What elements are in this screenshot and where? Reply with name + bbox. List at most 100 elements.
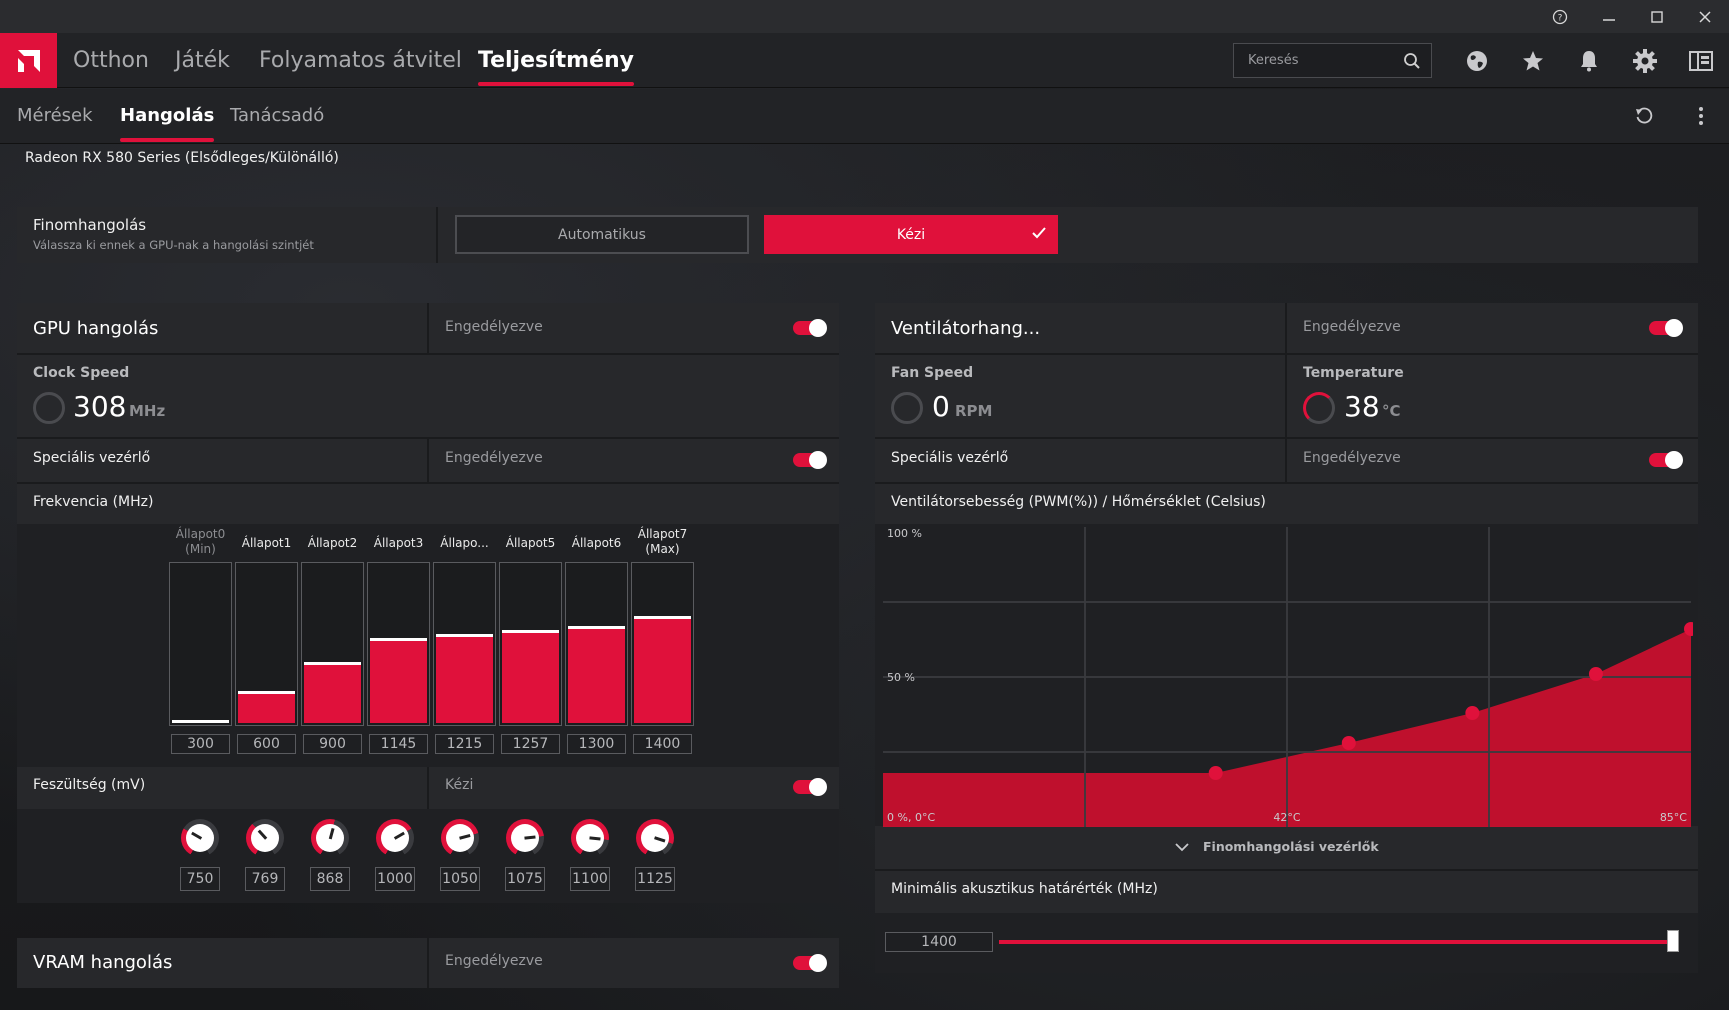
state-slider-handle[interactable] bbox=[304, 662, 361, 665]
voltage-value-input-2[interactable]: 868 bbox=[310, 867, 350, 891]
divider bbox=[17, 437, 839, 439]
state-value-input-6[interactable]: 1300 bbox=[567, 734, 626, 754]
voltage-value-input-0[interactable]: 750 bbox=[180, 867, 220, 891]
search-icon[interactable] bbox=[1403, 52, 1421, 74]
tab-meresek[interactable]: Mérések bbox=[17, 105, 93, 126]
sidebar-layout-icon[interactable] bbox=[1685, 45, 1717, 77]
state-value-input-4[interactable]: 1215 bbox=[435, 734, 494, 754]
acoustic-limit-input[interactable]: 1400 bbox=[885, 932, 993, 952]
state-slider-6[interactable] bbox=[565, 562, 628, 726]
state-slider-handle[interactable] bbox=[172, 720, 229, 723]
state-slider-handle[interactable] bbox=[238, 691, 295, 694]
bell-icon[interactable] bbox=[1573, 45, 1605, 77]
star-icon[interactable] bbox=[1517, 45, 1549, 77]
state-value-input-0[interactable]: 300 bbox=[171, 734, 230, 754]
check-icon bbox=[1032, 227, 1046, 243]
voltage-knob-0[interactable] bbox=[181, 819, 219, 857]
fan-tuning-toggle[interactable] bbox=[1649, 319, 1683, 337]
state-slider-handle[interactable] bbox=[436, 634, 493, 637]
state-slider-handle[interactable] bbox=[568, 626, 625, 629]
fan-curve-point[interactable] bbox=[1341, 736, 1356, 750]
state-value-input-2[interactable]: 900 bbox=[303, 734, 362, 754]
tab-otthon[interactable]: Otthon bbox=[73, 48, 149, 73]
voltage-value-input-6[interactable]: 1100 bbox=[570, 867, 610, 891]
state-slider-3[interactable] bbox=[367, 562, 430, 726]
state-value-input-5[interactable]: 1257 bbox=[501, 734, 560, 754]
close-button[interactable] bbox=[1681, 0, 1729, 33]
fan-curve-point[interactable] bbox=[1588, 667, 1603, 681]
fan-tuning-status: Engedélyezve bbox=[1303, 319, 1401, 335]
acoustic-limit-slider-track[interactable] bbox=[999, 940, 1679, 944]
reset-icon[interactable] bbox=[1628, 100, 1660, 132]
automatic-button[interactable]: Automatikus bbox=[455, 215, 749, 254]
vram-tuning-toggle[interactable] bbox=[793, 954, 827, 972]
tab-jatek[interactable]: Játék bbox=[175, 48, 230, 73]
state-slider-4[interactable] bbox=[433, 562, 496, 726]
search-box[interactable] bbox=[1233, 43, 1432, 78]
fan-curve-point[interactable] bbox=[1684, 622, 1693, 636]
voltage-knob-7[interactable] bbox=[636, 819, 674, 857]
y-tick-label: 50 % bbox=[887, 671, 915, 684]
acoustic-limit-slider-thumb[interactable] bbox=[1667, 930, 1679, 952]
svg-text:?: ? bbox=[1558, 13, 1563, 23]
sub-navigation: Mérések Hangolás Tanácsadó bbox=[0, 89, 1729, 144]
state-slider-fill bbox=[502, 633, 559, 723]
main-navigation: Otthon Játék Folyamatos átvitel Teljesít… bbox=[0, 33, 1729, 88]
maximize-button[interactable] bbox=[1633, 0, 1681, 33]
gear-icon[interactable] bbox=[1629, 45, 1661, 77]
state-value-input-7[interactable]: 1400 bbox=[633, 734, 692, 754]
divider bbox=[875, 437, 1698, 439]
amd-logo-icon[interactable] bbox=[0, 33, 57, 88]
chevron-down-icon bbox=[1175, 837, 1189, 856]
voltage-knob-1[interactable] bbox=[246, 819, 284, 857]
frequency-label: Frekvencia (MHz) bbox=[33, 494, 154, 510]
state-slider-5[interactable] bbox=[499, 562, 562, 726]
state-slider-fill bbox=[634, 619, 691, 723]
state-slider-7[interactable] bbox=[631, 562, 694, 726]
temperature-label: Temperature bbox=[1303, 365, 1404, 381]
gpu-tuning-toggle[interactable] bbox=[793, 319, 827, 337]
more-options-icon[interactable] bbox=[1685, 100, 1717, 132]
voltage-value-input-7[interactable]: 1125 bbox=[635, 867, 675, 891]
state-value-input-3[interactable]: 1145 bbox=[369, 734, 428, 754]
state-slider-handle[interactable] bbox=[370, 638, 427, 641]
fan-curve-point[interactable] bbox=[1465, 706, 1480, 720]
state-slider-handle[interactable] bbox=[502, 630, 559, 633]
tab-tanacsado[interactable]: Tanácsadó bbox=[230, 105, 325, 126]
help-icon[interactable]: ? bbox=[1536, 0, 1584, 33]
voltage-value-input-3[interactable]: 1000 bbox=[375, 867, 415, 891]
voltage-knob-2[interactable] bbox=[311, 819, 349, 857]
state-label-3: Állapot3 bbox=[373, 536, 424, 550]
voltage-knob-3[interactable] bbox=[376, 819, 414, 857]
state-label-6: Állapot6 bbox=[571, 536, 622, 550]
tab-teljesitmeny[interactable]: Teljesítmény bbox=[478, 33, 635, 88]
fan-curve-point[interactable] bbox=[1208, 766, 1223, 780]
state-slider-handle[interactable] bbox=[634, 616, 691, 619]
manual-button[interactable]: Kézi bbox=[764, 215, 1058, 254]
state-slider-1[interactable] bbox=[235, 562, 298, 726]
voltage-knob-6[interactable] bbox=[571, 819, 609, 857]
fine-tuning-controls-expander[interactable]: Finomhangolási vezérlők bbox=[1175, 837, 1379, 856]
tab-hangolas[interactable]: Hangolás bbox=[120, 89, 215, 142]
globe-icon[interactable] bbox=[1461, 45, 1493, 77]
fan-curve-chart[interactable]: 100 % 50 % 0 %, 0°C 42°C 85°C bbox=[883, 527, 1693, 827]
fan-advanced-toggle[interactable] bbox=[1649, 451, 1683, 469]
advanced-control-toggle[interactable] bbox=[793, 451, 827, 469]
state-slider-2[interactable] bbox=[301, 562, 364, 726]
voltage-knob-5[interactable] bbox=[506, 819, 544, 857]
voltage-area bbox=[17, 809, 839, 903]
minimize-button[interactable] bbox=[1585, 0, 1633, 33]
voltage-knob-4[interactable] bbox=[441, 819, 479, 857]
clock-speed-value: 308 bbox=[73, 390, 127, 423]
voltage-toggle[interactable] bbox=[793, 778, 827, 796]
voltage-value-input-1[interactable]: 769 bbox=[245, 867, 285, 891]
voltage-value-input-4[interactable]: 1050 bbox=[440, 867, 480, 891]
state-label-0: Állapot0 (Min) bbox=[175, 527, 226, 556]
search-input[interactable] bbox=[1248, 53, 1398, 68]
voltage-value-input-5[interactable]: 1075 bbox=[505, 867, 545, 891]
divider bbox=[875, 869, 1698, 871]
state-slider-0[interactable] bbox=[169, 562, 232, 726]
state-value-input-1[interactable]: 600 bbox=[237, 734, 296, 754]
tab-folyamatos-atvitel[interactable]: Folyamatos átvitel bbox=[259, 48, 462, 73]
fan-advanced-label: Speciális vezérlő bbox=[891, 450, 1009, 466]
